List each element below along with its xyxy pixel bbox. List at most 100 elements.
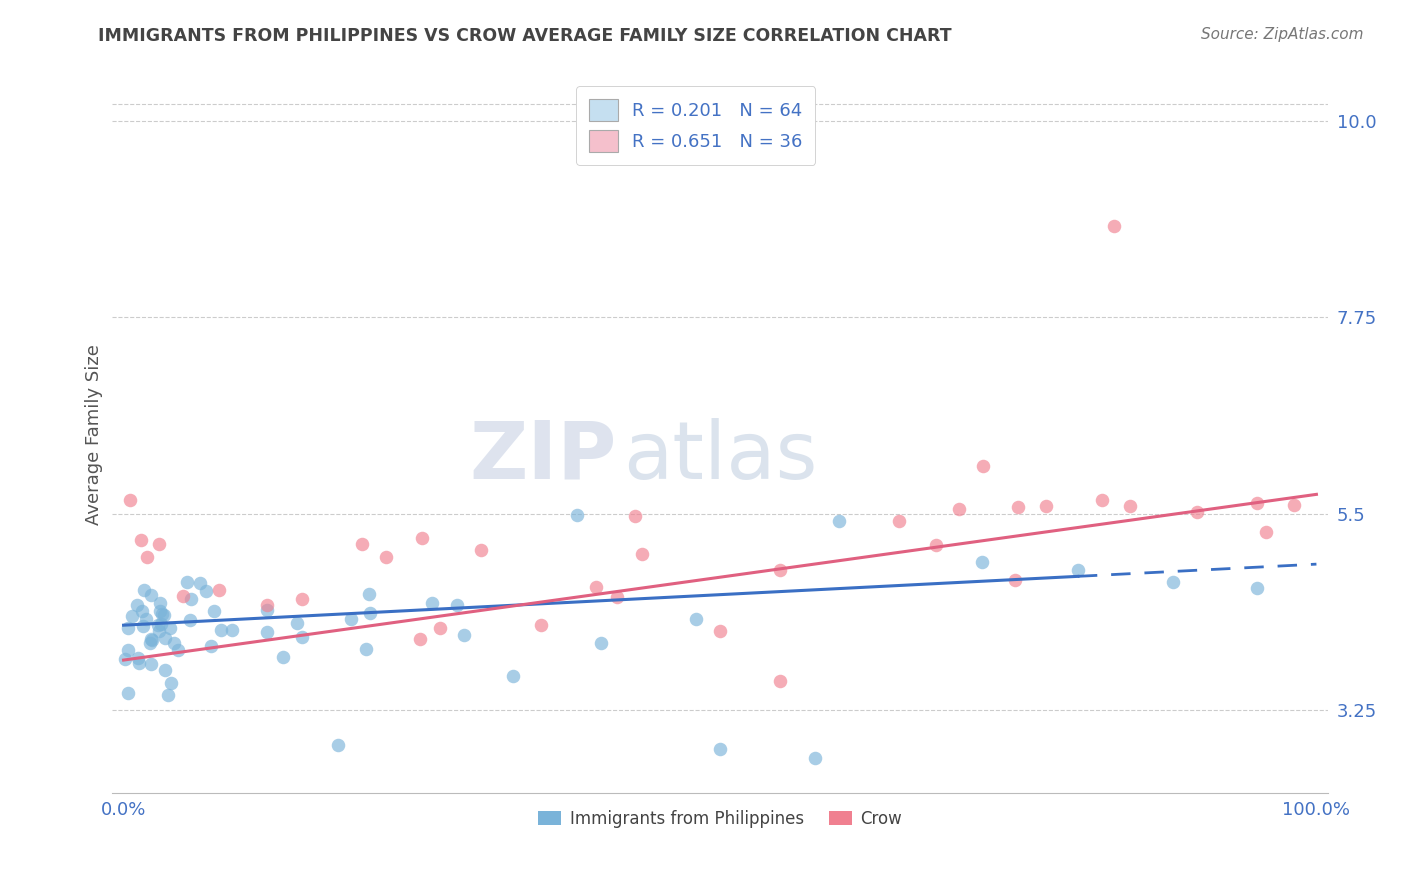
Point bbox=[375, 550, 398, 565]
Point bbox=[188, 576, 211, 591]
Point bbox=[1007, 500, 1029, 514]
Point bbox=[1161, 574, 1184, 589]
Point bbox=[139, 588, 162, 602]
Point bbox=[1246, 581, 1268, 595]
Point bbox=[357, 587, 380, 601]
Point bbox=[972, 555, 994, 569]
Point bbox=[117, 642, 139, 657]
Point bbox=[354, 642, 377, 657]
Point bbox=[159, 621, 181, 635]
Point bbox=[150, 616, 173, 631]
Point bbox=[172, 590, 194, 604]
Point bbox=[202, 604, 225, 618]
Point bbox=[948, 502, 970, 516]
Y-axis label: Average Family Size: Average Family Size bbox=[86, 344, 103, 525]
Point bbox=[453, 628, 475, 642]
Point bbox=[925, 538, 948, 552]
Point bbox=[256, 625, 278, 640]
Point bbox=[148, 596, 170, 610]
Point bbox=[163, 636, 186, 650]
Point bbox=[606, 590, 628, 604]
Point bbox=[131, 533, 153, 547]
Point bbox=[138, 636, 160, 650]
Point bbox=[585, 580, 607, 594]
Point bbox=[118, 493, 141, 508]
Point bbox=[769, 563, 792, 577]
Point bbox=[148, 537, 170, 551]
Point bbox=[411, 531, 433, 545]
Point bbox=[121, 608, 143, 623]
Point bbox=[420, 596, 443, 610]
Point bbox=[150, 607, 173, 622]
Point bbox=[117, 621, 139, 635]
Point bbox=[1035, 499, 1057, 513]
Point bbox=[146, 617, 169, 632]
Point bbox=[135, 612, 157, 626]
Point bbox=[291, 592, 314, 607]
Text: atlas: atlas bbox=[623, 417, 817, 495]
Point bbox=[209, 623, 232, 637]
Point bbox=[117, 686, 139, 700]
Point bbox=[127, 651, 149, 665]
Point bbox=[256, 598, 278, 612]
Point bbox=[136, 550, 159, 565]
Point bbox=[127, 599, 149, 613]
Point bbox=[149, 603, 172, 617]
Point bbox=[630, 547, 652, 561]
Point bbox=[1185, 505, 1208, 519]
Point bbox=[709, 624, 731, 639]
Point bbox=[340, 612, 363, 626]
Point bbox=[1282, 498, 1305, 512]
Point bbox=[148, 624, 170, 638]
Point bbox=[589, 635, 612, 649]
Text: ZIP: ZIP bbox=[470, 417, 617, 495]
Point bbox=[804, 751, 827, 765]
Point bbox=[328, 738, 350, 752]
Point bbox=[156, 689, 179, 703]
Text: IMMIGRANTS FROM PHILIPPINES VS CROW AVERAGE FAMILY SIZE CORRELATION CHART: IMMIGRANTS FROM PHILIPPINES VS CROW AVER… bbox=[98, 27, 952, 45]
Point bbox=[180, 591, 202, 606]
Point bbox=[1254, 525, 1277, 540]
Point bbox=[1091, 493, 1114, 508]
Point bbox=[114, 652, 136, 666]
Point bbox=[685, 612, 707, 626]
Point bbox=[153, 664, 176, 678]
Point bbox=[429, 621, 451, 635]
Point bbox=[195, 583, 218, 598]
Point bbox=[1067, 563, 1090, 577]
Point bbox=[221, 623, 243, 637]
Point bbox=[160, 675, 183, 690]
Point bbox=[409, 632, 432, 646]
Point bbox=[887, 514, 910, 528]
Point bbox=[256, 602, 278, 616]
Point bbox=[769, 673, 792, 688]
Legend: Immigrants from Philippines, Crow: Immigrants from Philippines, Crow bbox=[531, 803, 908, 834]
Point bbox=[446, 599, 468, 613]
Point bbox=[208, 583, 231, 598]
Point bbox=[972, 459, 994, 474]
Point bbox=[271, 650, 294, 665]
Point bbox=[1102, 219, 1125, 233]
Point bbox=[291, 630, 314, 644]
Point bbox=[131, 604, 153, 618]
Point bbox=[1246, 496, 1268, 510]
Point bbox=[1004, 573, 1026, 587]
Point bbox=[352, 537, 374, 551]
Point bbox=[470, 543, 492, 558]
Point bbox=[141, 632, 163, 647]
Point bbox=[141, 632, 163, 647]
Point bbox=[179, 613, 201, 627]
Point bbox=[530, 618, 553, 632]
Point bbox=[176, 575, 198, 590]
Point bbox=[502, 668, 524, 682]
Point bbox=[132, 582, 155, 597]
Point bbox=[565, 508, 588, 523]
Point bbox=[285, 616, 308, 631]
Text: Source: ZipAtlas.com: Source: ZipAtlas.com bbox=[1201, 27, 1364, 42]
Point bbox=[709, 742, 731, 756]
Point bbox=[359, 606, 381, 620]
Point bbox=[828, 514, 851, 528]
Point bbox=[141, 657, 163, 672]
Point bbox=[200, 639, 222, 653]
Point bbox=[132, 618, 155, 632]
